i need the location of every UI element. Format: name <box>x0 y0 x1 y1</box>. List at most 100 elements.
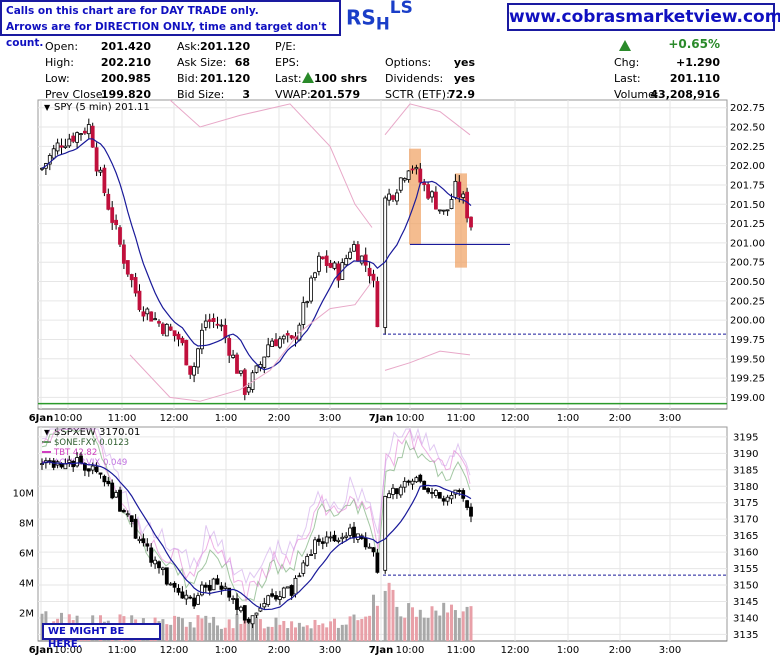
price-candle <box>433 191 438 210</box>
price-candle <box>242 369 247 395</box>
price-x-tick: 12:00 <box>160 413 189 424</box>
price-x-tick: 11:00 <box>447 413 476 424</box>
volume-bar <box>321 623 325 641</box>
price-x-tick: 11:00 <box>108 413 137 424</box>
breadth-candle <box>410 480 415 485</box>
volume-bar <box>469 606 473 641</box>
price-candle <box>90 125 95 148</box>
volume-bar <box>453 610 457 641</box>
volume-bar <box>239 623 243 641</box>
price-candle <box>192 366 197 376</box>
volume-bar <box>173 615 177 641</box>
breadth-candle <box>328 536 333 539</box>
breadth-candle <box>340 536 345 540</box>
breadth-x-tick: 2:00 <box>268 645 290 656</box>
breadth-candle <box>106 480 111 485</box>
price-panel <box>37 99 728 410</box>
breadth-candle <box>418 474 423 482</box>
price-candle <box>227 338 232 356</box>
chart-layer: 202.75 202.50 202.25 202.00 201.75 201.50 201.… <box>13 99 765 656</box>
volume-bar <box>422 617 426 641</box>
volume-bar <box>278 624 282 641</box>
volume-bar <box>446 612 450 641</box>
price-candle <box>75 132 79 143</box>
breadth-candle <box>79 455 83 464</box>
price-candle <box>262 356 267 368</box>
volume-bar <box>247 618 251 641</box>
price-candle <box>316 255 321 272</box>
breadth-candle <box>180 591 185 599</box>
breadth-candle <box>363 537 368 548</box>
price-title-icon: ▼ <box>44 103 51 112</box>
callout-box: WE MIGHT BE HERE. <box>42 623 161 650</box>
breadth-candle <box>402 480 407 488</box>
price-candle <box>67 138 72 147</box>
breadth-candle <box>94 466 99 473</box>
breadth-candle <box>285 586 290 589</box>
price-candle <box>180 337 185 344</box>
breadth-candle <box>391 487 395 495</box>
price-x-tick: 10:00 <box>396 413 425 424</box>
bid-label: Bid: <box>177 72 199 85</box>
price-x-tick: 1:00 <box>215 413 237 424</box>
price-candle <box>441 209 446 212</box>
breadth-candle <box>227 587 232 598</box>
price-candle <box>309 277 314 302</box>
breadth-x-tick: 6Jan <box>29 645 54 656</box>
price-candle <box>453 180 458 199</box>
volume-bar <box>360 618 364 641</box>
breadth-candle <box>348 527 353 536</box>
ticker-sup: LS <box>389 0 413 18</box>
breadth-candle <box>375 552 380 573</box>
volume-bar <box>434 610 438 641</box>
breadth-candle <box>352 526 356 538</box>
volume-bar <box>227 619 231 641</box>
price-candle <box>375 281 380 328</box>
breadth-candle <box>176 587 181 593</box>
price-candle <box>149 311 154 322</box>
breadth-candle <box>398 486 403 496</box>
price-candle <box>207 319 212 322</box>
volume-bar <box>418 609 422 641</box>
vwap-label: VWAP: <box>275 88 311 101</box>
price-candle <box>352 244 356 252</box>
breadth-x-tick: 12:00 <box>160 645 189 656</box>
volume-bar <box>465 606 469 641</box>
price-y-tick: 201.75 <box>730 180 765 191</box>
price-candle <box>344 258 349 266</box>
price-candle <box>157 321 161 324</box>
breadth-candle <box>149 547 154 563</box>
price-y-tick: 201.00 <box>730 238 765 249</box>
volume-bar <box>325 627 329 641</box>
breadth-x-tick: 11:00 <box>108 645 137 656</box>
breadth-candle <box>387 493 392 499</box>
breadth-y-tick: 3140 <box>733 613 758 624</box>
breadth-candle <box>207 584 212 591</box>
price-candle <box>71 135 76 142</box>
breadth-candle <box>51 460 56 468</box>
dividends-value: yes <box>453 72 475 85</box>
volume-bar <box>290 621 294 641</box>
price-candle <box>281 335 286 340</box>
last-shares-value: 100 shrs <box>314 72 368 85</box>
volume-bar <box>438 615 442 641</box>
breadth-y-tick: 3135 <box>733 630 758 641</box>
breadth-candle <box>110 482 115 499</box>
breadth-candle <box>281 587 286 598</box>
breadth-candle <box>246 618 251 623</box>
breadth-candle <box>320 541 325 544</box>
breadth-candle <box>157 561 161 569</box>
chg-label: Chg: <box>614 56 640 69</box>
price-candle <box>118 227 122 245</box>
breadth-candle <box>336 539 341 542</box>
volume-bar <box>243 615 247 641</box>
brand-url[interactable]: www.cobrasmarketview.com <box>507 3 780 31</box>
breadth-x-tick: 2:00 <box>609 645 631 656</box>
price-candle <box>270 340 275 347</box>
volume-bar <box>270 626 274 641</box>
price-candle <box>188 365 193 375</box>
price-candle <box>254 365 259 373</box>
dividends-label: Dividends: <box>385 72 444 85</box>
breadth-candle <box>437 492 442 499</box>
price-candle <box>172 330 177 337</box>
